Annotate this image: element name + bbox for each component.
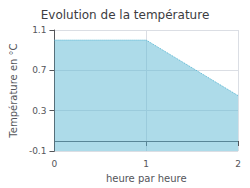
- svg-text:Température en °C: Température en °C: [8, 43, 19, 138]
- svg-text:1: 1: [143, 159, 149, 169]
- svg-text:Evolution de la température: Evolution de la température: [41, 8, 210, 22]
- svg-text:2: 2: [235, 159, 241, 169]
- svg-text:0.3: 0.3: [32, 106, 46, 116]
- svg-text:1.1: 1.1: [32, 25, 46, 35]
- svg-text:0: 0: [52, 159, 58, 169]
- svg-text:heure par heure: heure par heure: [106, 173, 187, 184]
- svg-text:-0.1: -0.1: [29, 146, 47, 156]
- svg-text:0.7: 0.7: [32, 65, 46, 75]
